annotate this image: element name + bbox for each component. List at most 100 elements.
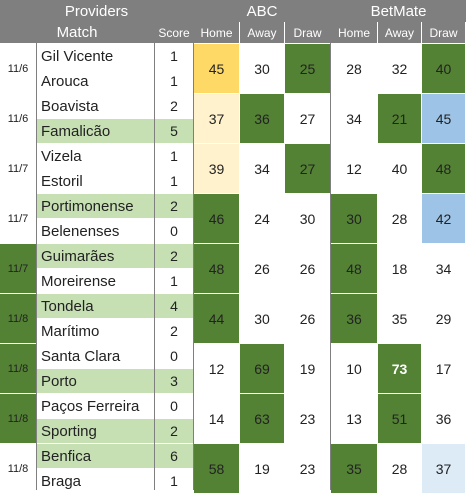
- match-date: 11/6: [0, 94, 36, 143]
- betmate-draw-value: 29: [422, 294, 465, 343]
- betmate-away-value: 51: [378, 394, 421, 443]
- abc-draw-value: 23: [285, 394, 330, 443]
- betmate-home-value: 13: [331, 394, 377, 443]
- abc-draw-value: 27: [285, 144, 330, 193]
- betmate-home-value: 12: [331, 144, 377, 193]
- abc-home-value: 45: [194, 44, 239, 93]
- abc-home-value: 44: [194, 294, 239, 343]
- betmate-away-value: 28: [378, 444, 421, 493]
- abc-draw-value: 26: [285, 294, 330, 343]
- abc-home-value: 14: [194, 394, 239, 443]
- betmate-draw-value: 34: [422, 244, 465, 293]
- betmate-home-value: 48: [331, 244, 377, 293]
- column-divider: [193, 0, 194, 490]
- betmate-away-value: 73: [378, 344, 421, 393]
- header-score: Score: [155, 22, 193, 43]
- betmate-draw-value: 17: [422, 344, 465, 393]
- match-date: 11/7: [0, 194, 36, 243]
- score-away: 3: [155, 369, 193, 393]
- match-date: 11/7: [0, 244, 36, 293]
- betmate-draw-value: 36: [422, 394, 465, 443]
- betmate-away-value: 21: [378, 94, 421, 143]
- score-away: 1: [155, 69, 193, 93]
- abc-away-value: 69: [240, 344, 284, 393]
- score-home: 2: [155, 94, 193, 118]
- abc-draw-value: 25: [285, 44, 330, 93]
- abc-home-value: 48: [194, 244, 239, 293]
- team-away: Moreirense: [37, 269, 154, 293]
- betmate-home-value: 28: [331, 44, 377, 93]
- team-home: Boavista: [37, 94, 154, 118]
- header-abc-home: Home: [194, 22, 239, 43]
- score-home: 4: [155, 294, 193, 318]
- header-abc-away: Away: [240, 22, 284, 43]
- match-date: 11/8: [0, 394, 36, 443]
- betmate-away-value: 32: [378, 44, 421, 93]
- score-away: 1: [155, 169, 193, 193]
- abc-home-value: 12: [194, 344, 239, 393]
- abc-home-value: 46: [194, 194, 239, 243]
- header-match: Match: [0, 22, 154, 43]
- betmate-away-value: 28: [378, 194, 421, 243]
- abc-draw-value: 30: [285, 194, 330, 243]
- score-home: 2: [155, 194, 193, 218]
- match-date: 11/7: [0, 144, 36, 193]
- team-home: Benfica: [37, 444, 154, 468]
- team-home: Portimonense: [37, 194, 154, 218]
- header-betmate: BetMate: [331, 0, 466, 22]
- betmate-draw-value: 45: [422, 94, 465, 143]
- header-betmate-away: Away: [378, 22, 421, 43]
- score-away: 1: [155, 469, 193, 493]
- abc-away-value: 30: [240, 294, 284, 343]
- team-away: Arouca: [37, 69, 154, 93]
- score-away: 2: [155, 319, 193, 343]
- score-home: 1: [155, 44, 193, 68]
- abc-home-value: 58: [194, 444, 239, 493]
- score-home: 1: [155, 144, 193, 168]
- betmate-home-value: 30: [331, 194, 377, 243]
- team-away: Porto: [37, 369, 154, 393]
- betmate-draw-value: 48: [422, 144, 465, 193]
- score-home: 6: [155, 444, 193, 468]
- abc-away-value: 30: [240, 44, 284, 93]
- match-date: 11/8: [0, 344, 36, 393]
- score-home: 0: [155, 394, 193, 418]
- match-date: 11/8: [0, 294, 36, 343]
- column-divider: [330, 0, 331, 490]
- team-away: Marítimo: [37, 319, 154, 343]
- betmate-home-value: 36: [331, 294, 377, 343]
- betmate-draw-value: 37: [422, 444, 465, 493]
- header-betmate-home: Home: [331, 22, 377, 43]
- betmate-away-value: 35: [378, 294, 421, 343]
- abc-home-value: 37: [194, 94, 239, 143]
- header-providers: Providers: [0, 0, 193, 22]
- header-abc: ABC: [194, 0, 330, 22]
- abc-draw-value: 23: [285, 444, 330, 493]
- betmate-away-value: 18: [378, 244, 421, 293]
- match-date: 11/6: [0, 44, 36, 93]
- abc-away-value: 26: [240, 244, 284, 293]
- score-away: 0: [155, 219, 193, 243]
- team-home: Santa Clara: [37, 344, 154, 368]
- team-home: Gil Vicente: [37, 44, 154, 68]
- score-away: 2: [155, 419, 193, 443]
- abc-draw-value: 19: [285, 344, 330, 393]
- team-away: Belenenses: [37, 219, 154, 243]
- abc-away-value: 36: [240, 94, 284, 143]
- abc-home-value: 39: [194, 144, 239, 193]
- team-away: Sporting: [37, 419, 154, 443]
- score-home: 2: [155, 244, 193, 268]
- team-away: Braga: [37, 469, 154, 493]
- team-home: Paços Ferreira: [37, 394, 154, 418]
- abc-away-value: 34: [240, 144, 284, 193]
- header-betmate-draw: Draw: [422, 22, 465, 43]
- team-away: Famalicão: [37, 119, 154, 143]
- header-abc-draw: Draw: [285, 22, 330, 43]
- match-date: 11/8: [0, 444, 36, 493]
- score-away: 5: [155, 119, 193, 143]
- team-away: Estoril: [37, 169, 154, 193]
- team-home: Tondela: [37, 294, 154, 318]
- team-home: Vizela: [37, 144, 154, 168]
- betmate-draw-value: 40: [422, 44, 465, 93]
